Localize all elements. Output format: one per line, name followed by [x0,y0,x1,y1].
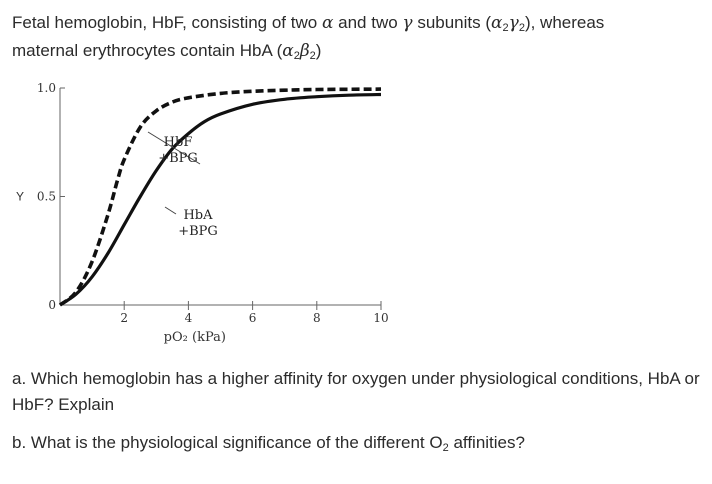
x-tick-label: 2 [120,311,128,325]
series-label: HbA [183,208,213,223]
subscript: 2 [309,50,316,62]
subscript: 2 [502,22,509,34]
subscript: 2 [442,442,449,454]
alpha-symbol: α [491,13,503,33]
subscript: 2 [293,50,300,62]
intro-line-2: maternal erythrocytes contain HbA (α2β2) [12,41,322,62]
y-tick-label: 1.0 [37,81,56,95]
y-axis-label: Y [16,190,24,204]
intro-text-segment: subunits ( [412,13,492,32]
series-label-leader [164,206,177,215]
series-label: +BPG [178,224,218,239]
x-tick-label: 8 [313,311,321,325]
question-b: b. What is the physiological significanc… [12,430,704,456]
series-line-hbf-bpg [58,87,382,307]
series-label: +BPG [158,151,198,166]
series-label: HbF [164,135,193,150]
y-tick-label: 0 [48,298,56,312]
intro-text: Fetal hemoglobin, HbF, consisting of two… [12,9,702,65]
intro-text-segment: and two [333,13,403,32]
intro-text-segment: Fetal hemoglobin, HbF, consisting of two [12,13,322,32]
x-tick-label: 4 [185,311,193,325]
intro-text-segment: ) [315,41,322,60]
question-a: a. Which hemoglobin has a higher affinit… [12,369,700,414]
subscript: 2 [518,22,525,34]
beta-symbol: β [299,41,310,61]
alpha-symbol: α [282,41,294,61]
series-label-leader [147,131,201,165]
x-axis-label: pO₂ (kPa) [164,330,226,345]
series-line-hba-bpg [59,92,382,307]
alpha-symbol: α [321,13,334,33]
question-b-text: affinities? [448,433,525,452]
question-b-text: b. What is the physiological significanc… [12,433,443,452]
intro-line-1: Fetal hemoglobin, HbF, consisting of two… [12,13,605,34]
intro-text-segment: maternal erythrocytes contain HbA ( [12,41,283,60]
x-tick-label: 10 [373,311,388,325]
intro-text-segment: ), whereas [524,13,605,32]
gamma-symbol: γ [402,13,413,33]
x-tick-label: 6 [249,311,257,325]
gamma-symbol: γ [508,13,519,33]
y-tick-label: 0.5 [37,190,56,204]
